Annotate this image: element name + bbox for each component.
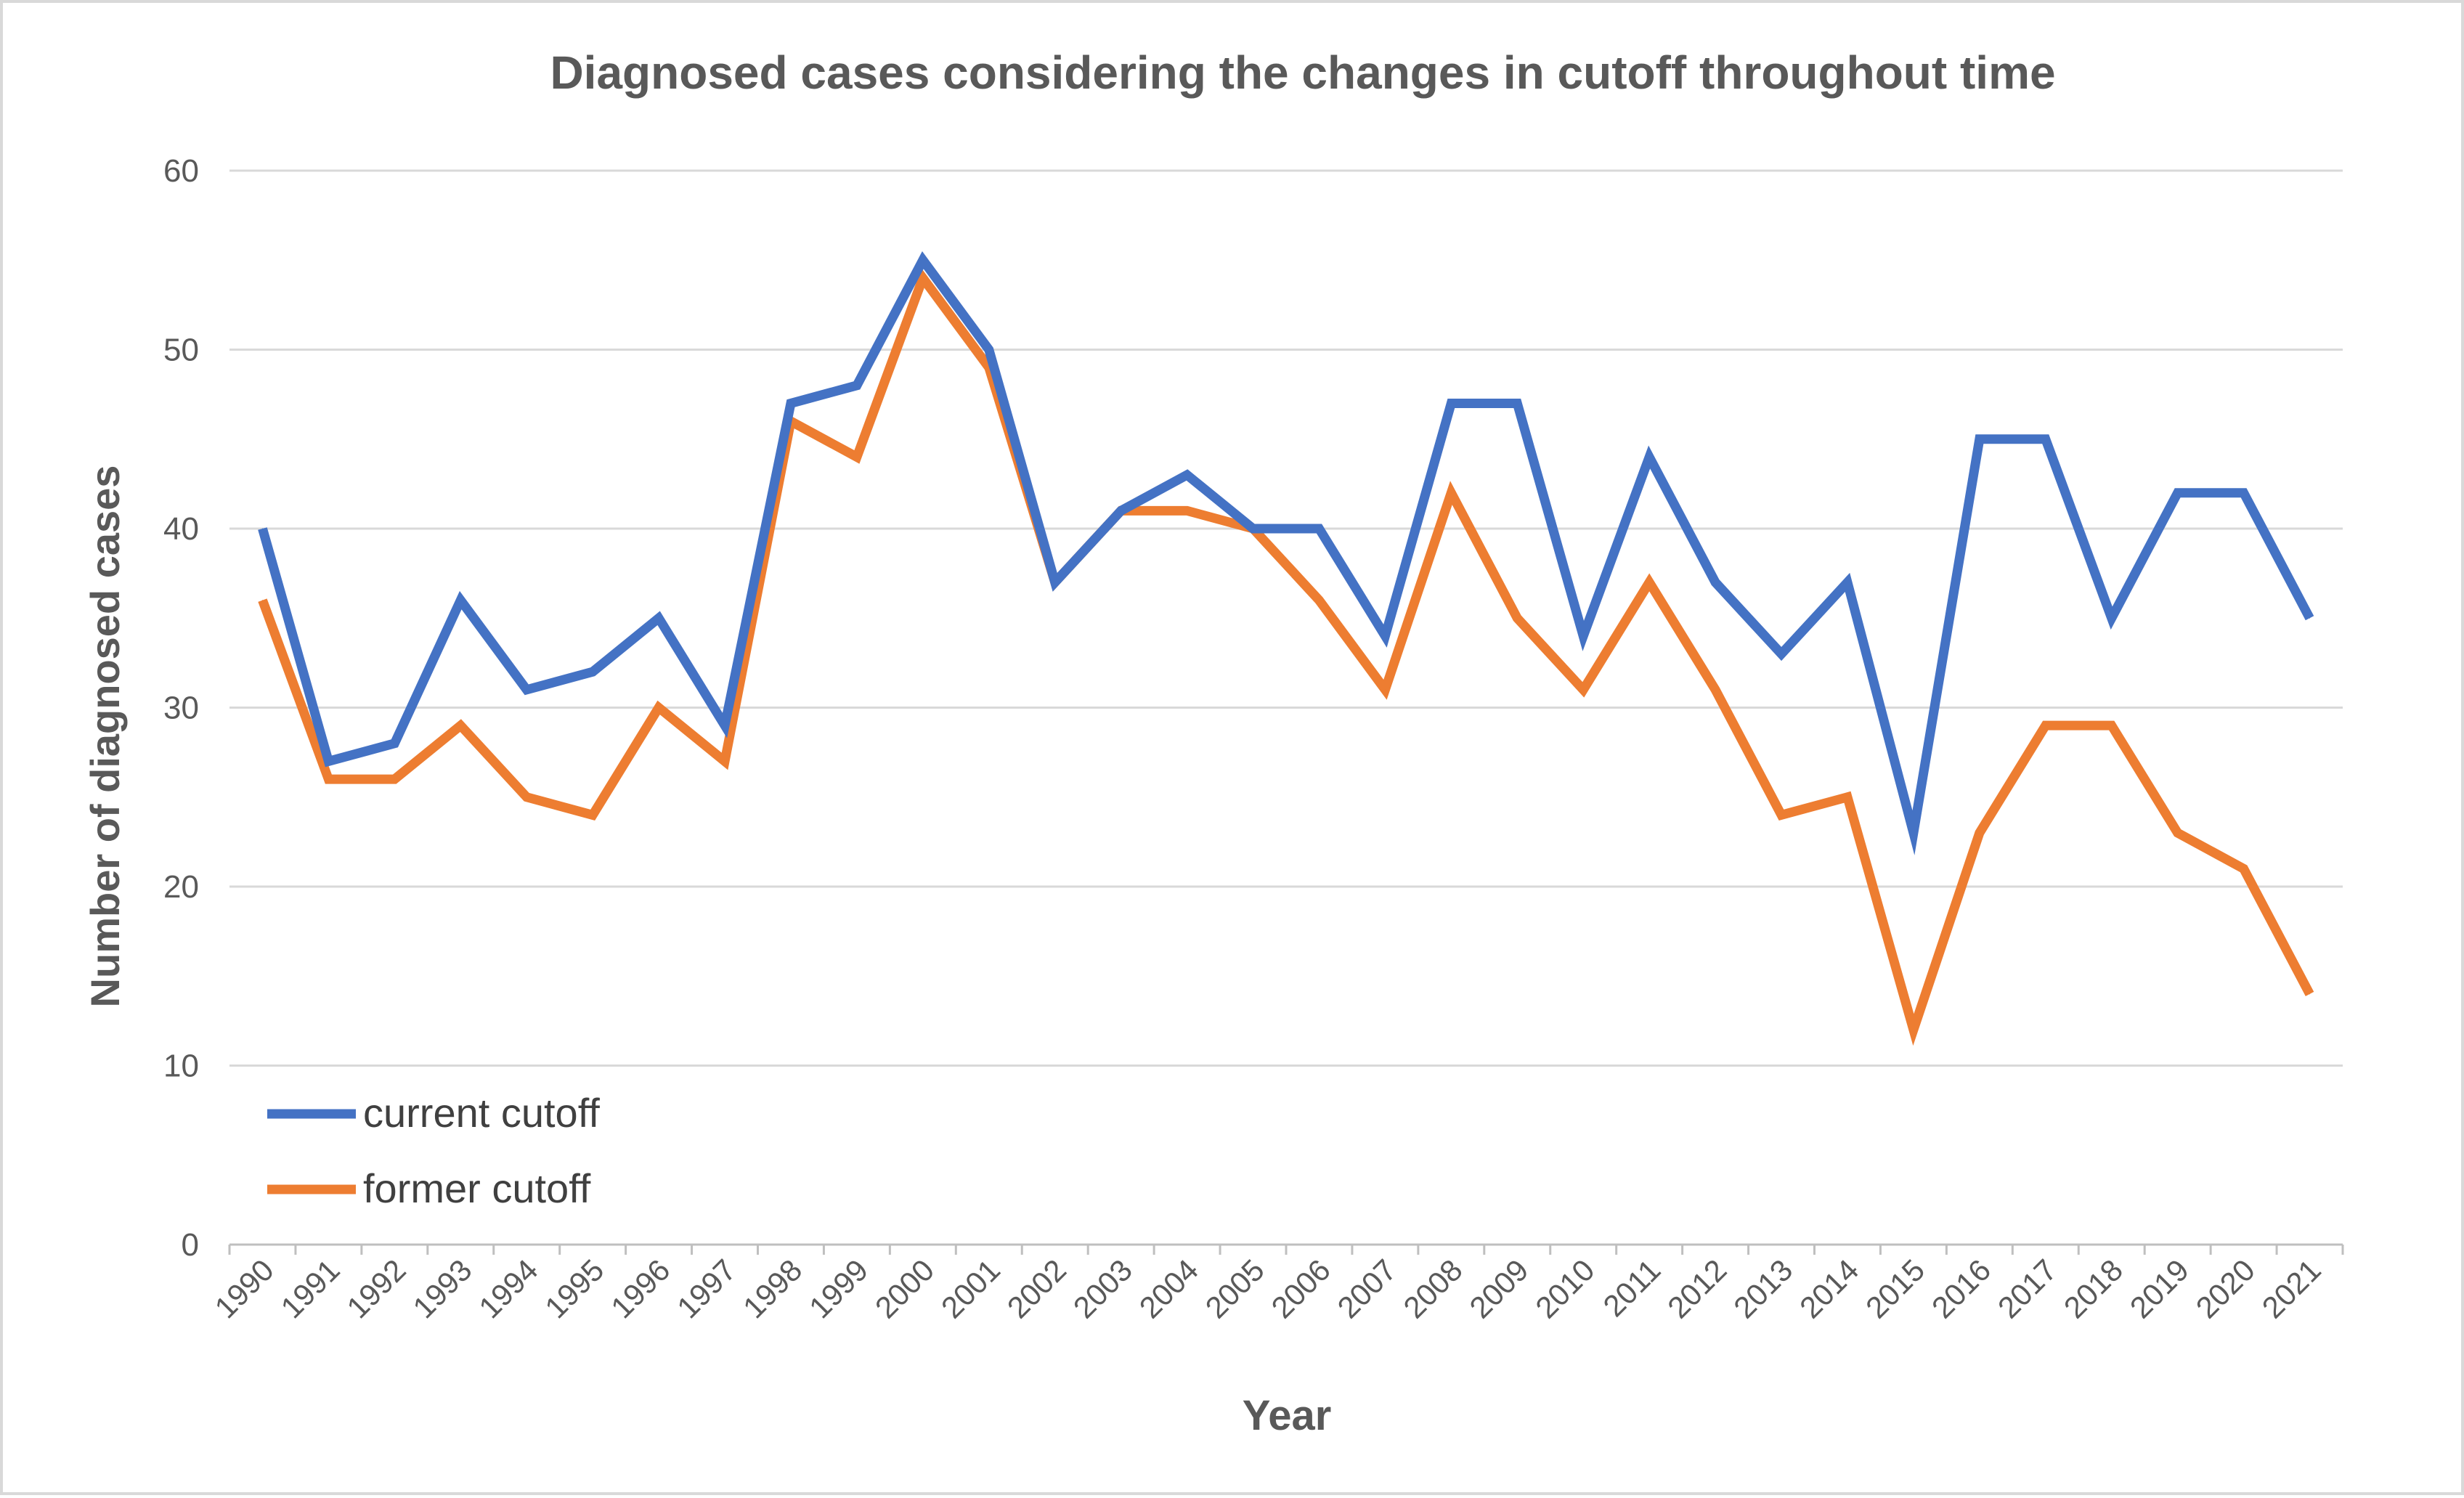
x-tick-label: 2005 xyxy=(1199,1253,1271,1324)
data-point xyxy=(988,349,990,350)
x-tick-label: 2012 xyxy=(1661,1253,1733,1324)
data-point xyxy=(460,600,461,601)
x-tick-label: 2018 xyxy=(2057,1253,2129,1324)
x-tick-label: 2019 xyxy=(2123,1253,2195,1324)
data-point xyxy=(2243,492,2245,494)
data-point xyxy=(1318,600,1320,601)
data-point xyxy=(1450,492,1452,494)
y-tick-label: 20 xyxy=(163,869,199,905)
x-axis xyxy=(228,1243,2344,1255)
x-tick-label: 2002 xyxy=(1001,1253,1073,1324)
y-tick-label: 30 xyxy=(163,691,199,726)
series-line xyxy=(258,268,2314,1046)
y-axis-ticks: 0 10 20 30 40 50 60 xyxy=(163,153,199,1263)
x-tick-label: 2011 xyxy=(1596,1253,1667,1323)
legend-item: former cutoff xyxy=(267,1165,591,1211)
x-tick-label: 1998 xyxy=(736,1253,808,1324)
y-tick-label: 10 xyxy=(163,1049,199,1084)
series-lines xyxy=(258,251,2314,1046)
legend-item: current cutoff xyxy=(267,1090,600,1136)
x-tick-label: 2003 xyxy=(1067,1253,1139,1324)
series-current-cutoff xyxy=(258,251,2314,855)
x-tick-label: 1996 xyxy=(604,1253,676,1324)
legend-label: current cutoff xyxy=(363,1090,600,1136)
x-tick-label: 1999 xyxy=(802,1253,874,1324)
x-axis-ticks: 1990199119921993199419951996199719981999… xyxy=(208,1253,2327,1324)
x-tick-label: 2007 xyxy=(1330,1253,1402,1324)
data-point xyxy=(394,778,395,780)
y-tick-label: 60 xyxy=(163,153,199,189)
data-point xyxy=(1384,635,1386,637)
data-point xyxy=(1384,689,1386,691)
data-point xyxy=(460,725,461,726)
x-tick-label: 2008 xyxy=(1396,1253,1468,1324)
x-tick-label: 1990 xyxy=(208,1253,280,1324)
series-line xyxy=(258,251,2314,855)
y-tick-label: 40 xyxy=(163,511,199,547)
y-tick-label: 0 xyxy=(182,1227,199,1263)
x-tick-label: 1993 xyxy=(406,1253,478,1324)
data-point xyxy=(2111,617,2113,619)
line-chart: Diagnosed cases considering the changes … xyxy=(82,46,2344,1439)
x-tick-label: 1994 xyxy=(472,1253,544,1324)
x-tick-label: 2017 xyxy=(1991,1253,2063,1324)
data-point xyxy=(1715,689,1716,691)
data-point xyxy=(328,778,329,780)
data-point xyxy=(328,760,329,762)
data-point xyxy=(1516,617,1518,619)
x-tick-label: 2015 xyxy=(1859,1253,1931,1324)
data-point xyxy=(1582,635,1584,637)
x-tick-label: 2010 xyxy=(1529,1253,1601,1324)
y-tick-label: 50 xyxy=(163,333,199,368)
data-point xyxy=(394,743,395,744)
data-point xyxy=(922,277,924,279)
data-point xyxy=(526,689,527,691)
x-axis-title: Year xyxy=(1243,1392,1332,1439)
x-tick-label: 1995 xyxy=(538,1253,610,1324)
legend: current cutoff former cutoff xyxy=(267,1090,600,1211)
data-point xyxy=(2177,492,2179,494)
x-tick-label: 2009 xyxy=(1463,1253,1534,1324)
x-tick-label: 2016 xyxy=(1925,1253,1997,1324)
x-tick-label: 2001 xyxy=(935,1253,1007,1324)
data-point xyxy=(856,385,858,386)
y-axis-title: Number of diagnosed cases xyxy=(82,465,128,1008)
data-point xyxy=(1582,689,1584,691)
data-point xyxy=(2243,868,2245,869)
gridlines xyxy=(229,169,2343,1067)
x-tick-label: 2020 xyxy=(2189,1253,2261,1324)
chart-title: Diagnosed cases considering the changes … xyxy=(550,46,2055,99)
x-tick-label: 1992 xyxy=(340,1253,412,1324)
data-point xyxy=(261,600,263,601)
legend-label: former cutoff xyxy=(363,1165,591,1211)
data-point xyxy=(2111,725,2113,726)
data-point xyxy=(1979,832,1980,834)
x-tick-label: 2004 xyxy=(1133,1253,1205,1324)
data-point xyxy=(1913,832,1914,834)
data-point xyxy=(1450,402,1452,404)
x-tick-label: 2014 xyxy=(1793,1253,1865,1324)
x-tick-label: 2006 xyxy=(1265,1253,1337,1324)
data-point xyxy=(2309,993,2311,995)
data-point xyxy=(790,402,792,404)
x-tick-label: 2000 xyxy=(869,1253,940,1324)
x-tick-label: 2021 xyxy=(2256,1253,2327,1324)
series-former-cutoff xyxy=(258,268,2314,1046)
data-point xyxy=(2045,725,2046,726)
data-point xyxy=(922,259,924,261)
x-tick-label: 1991 xyxy=(274,1253,346,1324)
x-tick-label: 1997 xyxy=(670,1253,742,1324)
x-tick-label: 2013 xyxy=(1727,1253,1799,1324)
data-point xyxy=(2309,617,2311,619)
data-point xyxy=(2177,832,2179,834)
data-point xyxy=(1516,402,1518,404)
